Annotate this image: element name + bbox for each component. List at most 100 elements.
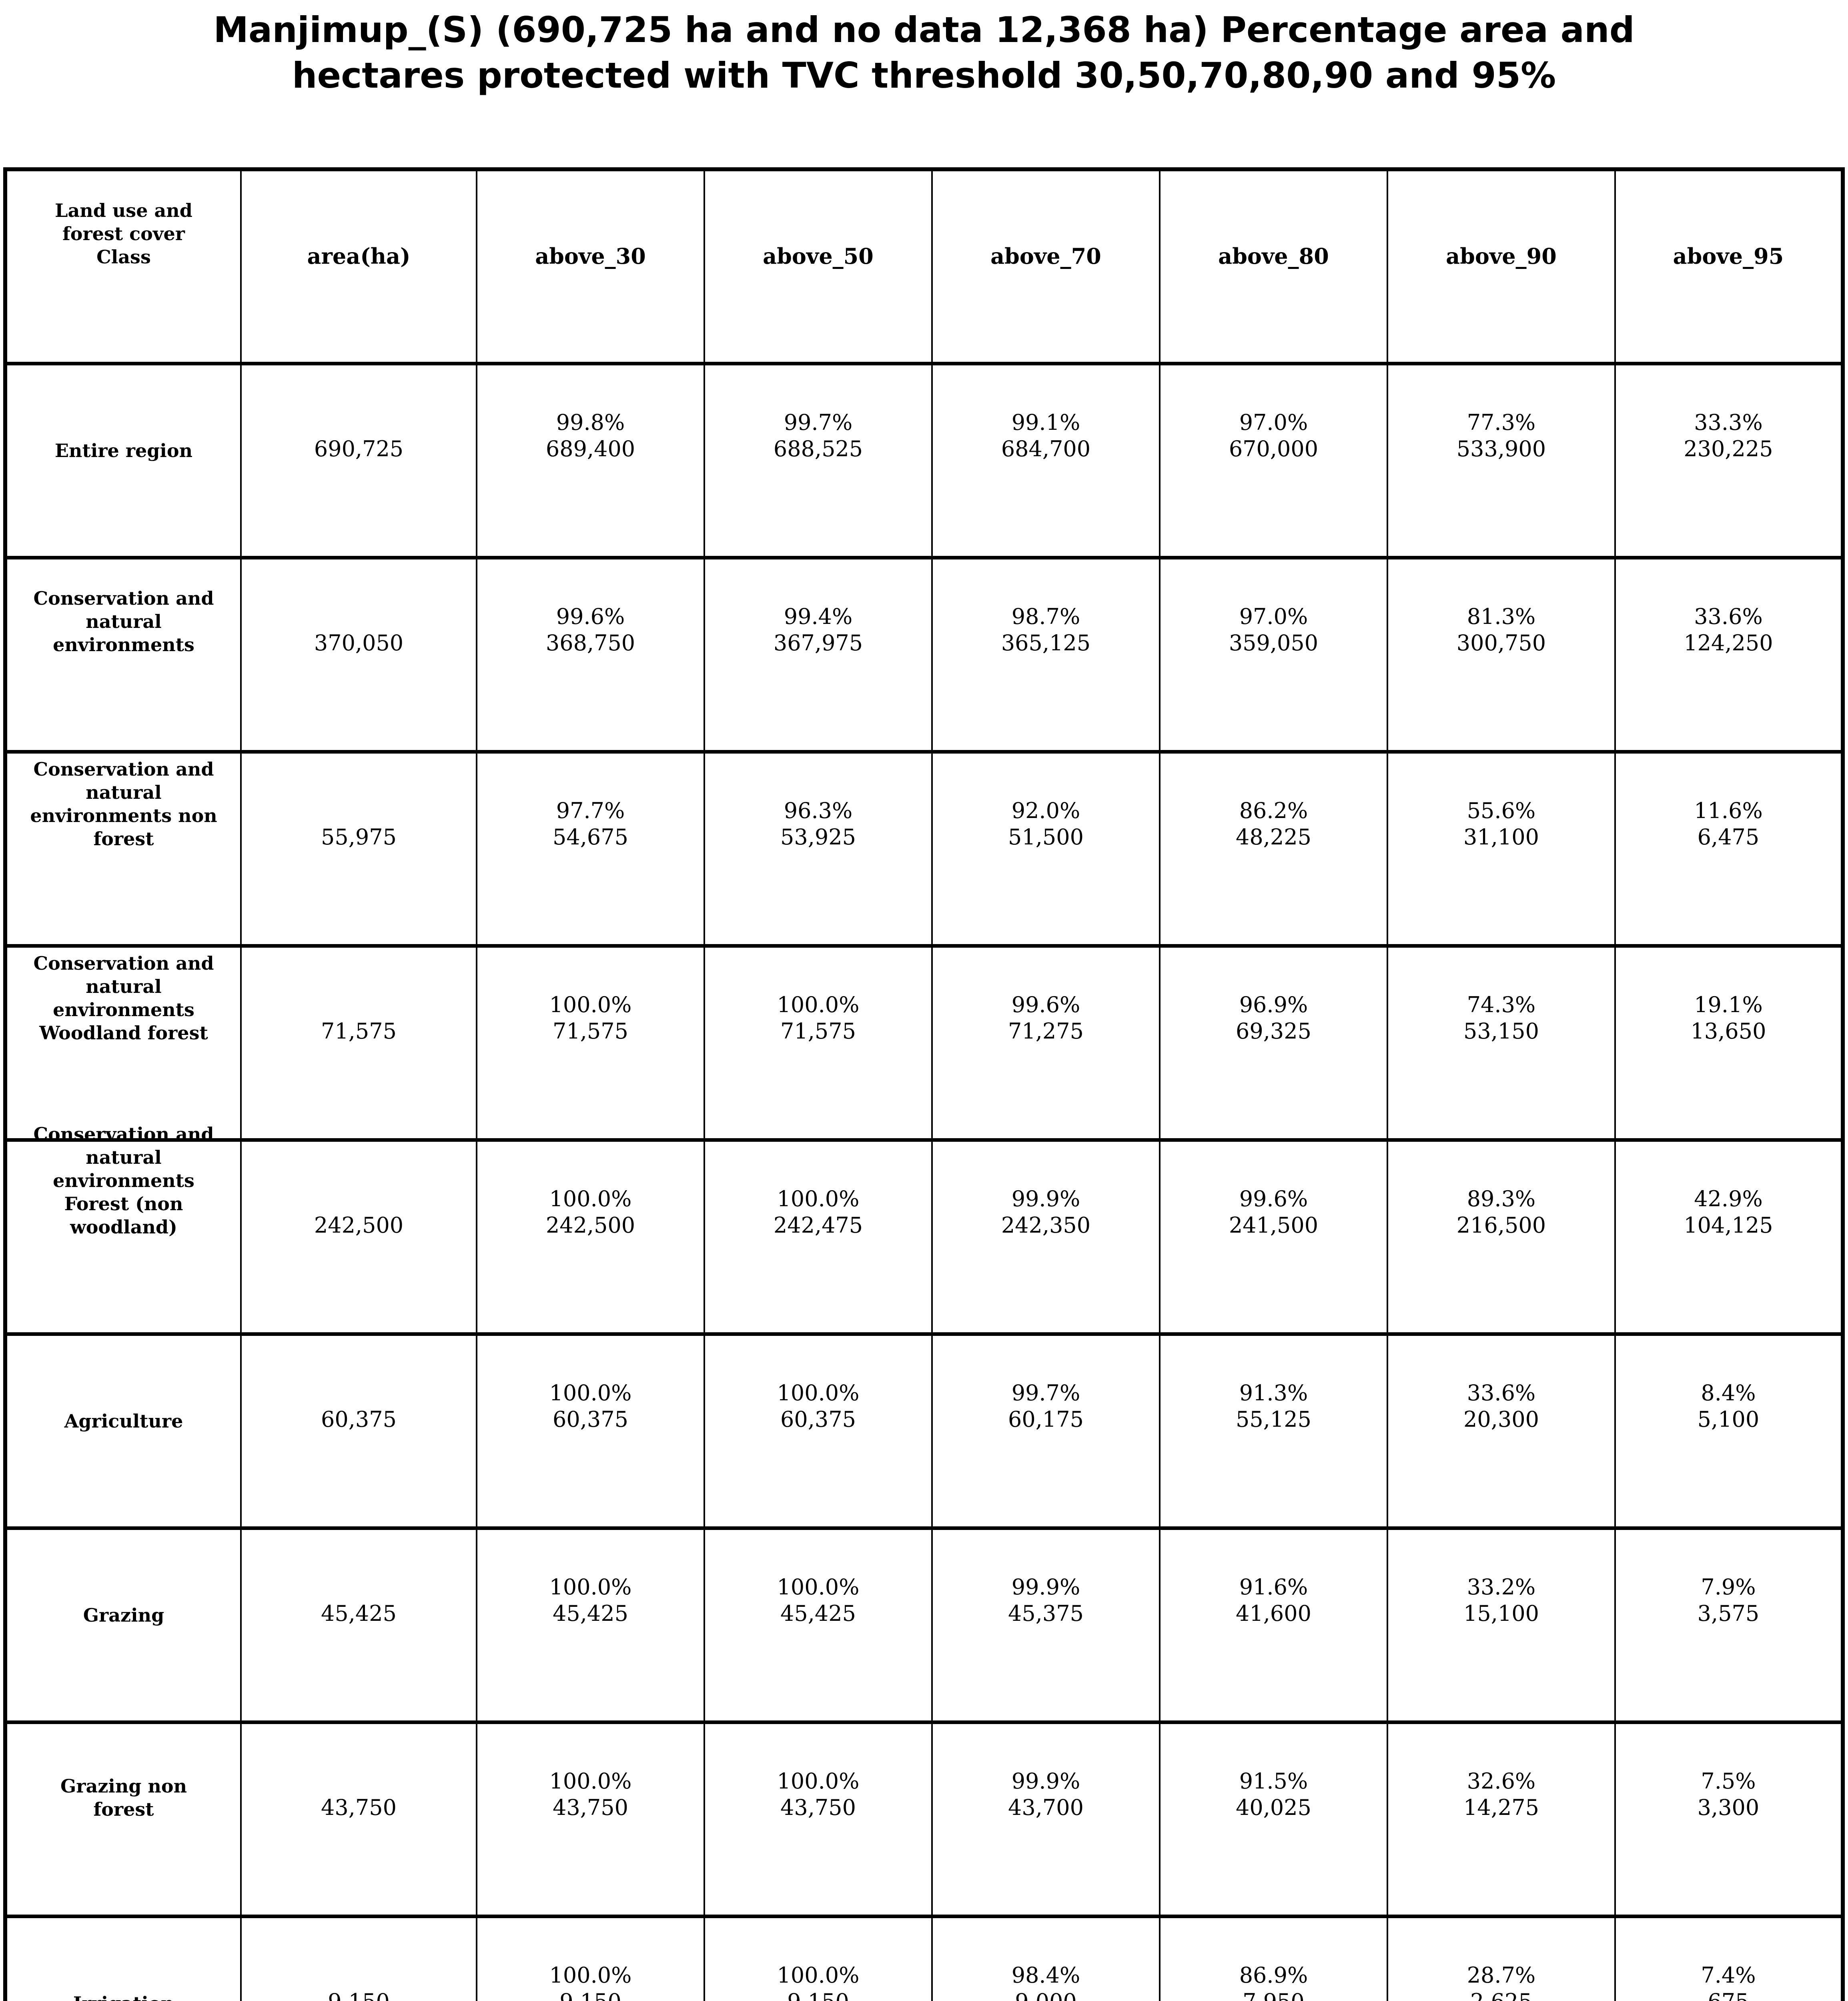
threshold-cell-2: 99.1% 684,700 bbox=[931, 361, 1161, 559]
threshold-cell-0-text: 97.7% 54,675 bbox=[553, 798, 628, 850]
area-cell-text: 242,500 bbox=[314, 1213, 404, 1238]
table-header-row: Land use and forest cover Class area(ha) a… bbox=[4, 167, 1844, 365]
column-header-7: above_95 bbox=[1614, 167, 1844, 365]
area-cell-text: 60,375 bbox=[321, 1407, 397, 1432]
table-row-8: Irrigation 9,150 100.0% 9,150 100.0% 9,150 9… bbox=[4, 1914, 1844, 2001]
threshold-cell-1: 100.0% 71,575 bbox=[704, 944, 933, 1142]
threshold-cell-1: 100.0% 60,375 bbox=[704, 1332, 933, 1530]
threshold-cell-5: 33.6% 124,250 bbox=[1614, 555, 1844, 754]
column-header-1: area(ha) bbox=[240, 167, 478, 365]
threshold-cell-3: 99.6% 241,500 bbox=[1159, 1138, 1388, 1336]
threshold-cell-2-text: 99.6% 71,275 bbox=[1008, 992, 1084, 1044]
tvc-threshold-table: Land use and forest cover Class area(ha) a… bbox=[3, 167, 1845, 2001]
threshold-cell-4-text: 74.3% 53,150 bbox=[1463, 992, 1539, 1044]
table-row-0: Entire region 690,725 99.8% 689,400 99.7% 6… bbox=[4, 361, 1844, 559]
row-label-text: Entire region bbox=[55, 440, 193, 462]
column-header-label: above_90 bbox=[1446, 243, 1557, 269]
threshold-cell-5-text: 8.4% 5,100 bbox=[1697, 1380, 1760, 1432]
threshold-cell-4: 32.6% 14,275 bbox=[1386, 1720, 1616, 1918]
threshold-cell-4-text: 33.2% 15,100 bbox=[1463, 1574, 1539, 1626]
threshold-cell-2: 99.9% 43,700 bbox=[931, 1720, 1161, 1918]
column-header-5: above_80 bbox=[1159, 167, 1388, 365]
area-cell-text: 9,150 bbox=[243, 1989, 475, 2001]
column-header-2: above_30 bbox=[476, 167, 706, 365]
column-header-label: above_70 bbox=[990, 243, 1101, 269]
threshold-cell-5: 33.3% 230,225 bbox=[1614, 361, 1844, 559]
column-header-label: Land use and forest cover Class bbox=[55, 199, 192, 268]
column-header-label: above_95 bbox=[1673, 243, 1784, 269]
threshold-cell-4-text: 28.7% 2,625 bbox=[1467, 1963, 1536, 2001]
threshold-cell-1-text: 100.0% 9,150 bbox=[777, 1963, 860, 2001]
threshold-cell-0: 100.0% 43,750 bbox=[476, 1720, 706, 1918]
row-label: Conservation and natural environments Wo… bbox=[4, 944, 242, 1142]
threshold-cell-1-text: 100.0% 242,475 bbox=[773, 1186, 863, 1238]
threshold-cell-4: 33.6% 20,300 bbox=[1386, 1332, 1616, 1530]
threshold-cell-1: 99.4% 367,975 bbox=[704, 555, 933, 754]
threshold-cell-5-text: 11.6% 6,475 bbox=[1694, 798, 1763, 850]
threshold-cell-0: 100.0% 242,500 bbox=[476, 1138, 706, 1336]
threshold-cell-5: 7.9% 3,575 bbox=[1614, 1526, 1844, 1724]
threshold-cell-4-text: 33.6% 20,300 bbox=[1463, 1380, 1539, 1432]
threshold-cell-2-text: 99.7% 60,175 bbox=[1008, 1380, 1084, 1432]
threshold-cell-0-text: 99.8% 689,400 bbox=[545, 410, 635, 462]
threshold-cell-2: 98.7% 365,125 bbox=[931, 555, 1161, 754]
row-label-text: Conservation and natural environments Fo… bbox=[33, 1123, 214, 1238]
threshold-cell-2: 99.9% 45,375 bbox=[931, 1526, 1161, 1724]
table-row-1: Conservation and natural environments 370… bbox=[4, 555, 1844, 754]
column-header-0: Land use and forest cover Class bbox=[4, 167, 242, 365]
threshold-cell-1-text: 100.0% 43,750 bbox=[777, 1768, 860, 1821]
threshold-cell-4-text: 77.3% 533,900 bbox=[1456, 410, 1546, 462]
threshold-cell-4-text: 81.3% 300,750 bbox=[1456, 604, 1546, 656]
area-cell: 55,975 bbox=[240, 750, 478, 948]
threshold-cell-3-text: 91.5% 40,025 bbox=[1236, 1768, 1311, 1821]
threshold-cell-1-text: 99.7% 688,525 bbox=[773, 410, 863, 462]
threshold-cell-1-text: 99.4% 367,975 bbox=[773, 604, 863, 656]
area-cell: 43,750 bbox=[240, 1720, 478, 1918]
threshold-cell-2-text: 99.1% 684,700 bbox=[1001, 410, 1091, 462]
threshold-cell-2-text: 99.9% 43,700 bbox=[1008, 1768, 1084, 1821]
threshold-cell-0-text: 100.0% 9,150 bbox=[549, 1963, 632, 2001]
page-title: Manjimup_(S) (690,725 ha and no data 12,… bbox=[213, 9, 1635, 96]
threshold-cell-1: 99.7% 688,525 bbox=[704, 361, 933, 559]
row-label-text: Grazing bbox=[83, 1604, 164, 1626]
row-label: Agriculture bbox=[4, 1332, 242, 1530]
threshold-cell-3: 91.3% 55,125 bbox=[1159, 1332, 1388, 1530]
table-row-5: Agriculture 60,375 100.0% 60,375 100.0% 60,… bbox=[4, 1332, 1844, 1530]
threshold-cell-5-text: 7.4% 675 bbox=[1701, 1963, 1756, 2001]
threshold-cell-0-text: 100.0% 71,575 bbox=[549, 992, 632, 1044]
threshold-cell-3: 91.6% 41,600 bbox=[1159, 1526, 1388, 1724]
threshold-cell-4: 55.6% 31,100 bbox=[1386, 750, 1616, 948]
column-header-6: above_90 bbox=[1386, 167, 1616, 365]
threshold-cell-0-text: 100.0% 45,425 bbox=[549, 1574, 632, 1626]
threshold-cell-0: 97.7% 54,675 bbox=[476, 750, 706, 948]
table-row-6: Grazing 45,425 100.0% 45,425 100.0% 45,425 9… bbox=[4, 1526, 1844, 1724]
area-cell: 690,725 bbox=[240, 361, 478, 559]
area-cell-text: 55,975 bbox=[321, 824, 397, 850]
threshold-cell-2-text: 92.0% 51,500 bbox=[1008, 798, 1084, 850]
area-cell: 45,425 bbox=[240, 1526, 478, 1724]
threshold-cell-0: 100.0% 45,425 bbox=[476, 1526, 706, 1724]
threshold-cell-5-text: 7.9% 3,575 bbox=[1697, 1574, 1760, 1626]
threshold-cell-5: 11.6% 6,475 bbox=[1614, 750, 1844, 948]
threshold-cell-0: 100.0% 60,375 bbox=[476, 1332, 706, 1530]
threshold-cell-4: 89.3% 216,500 bbox=[1386, 1138, 1616, 1336]
threshold-cell-1-text: 100.0% 60,375 bbox=[777, 1380, 860, 1432]
threshold-cell-5-text: 33.6% 124,250 bbox=[1684, 604, 1773, 656]
threshold-cell-0-text: 100.0% 43,750 bbox=[549, 1768, 632, 1821]
column-header-3: above_50 bbox=[704, 167, 933, 365]
threshold-cell-2: 99.7% 60,175 bbox=[931, 1332, 1161, 1530]
threshold-cell-4-text: 32.6% 14,275 bbox=[1463, 1768, 1539, 1821]
threshold-cell-2: 99.9% 242,350 bbox=[931, 1138, 1161, 1336]
threshold-cell-2-text: 99.9% 45,375 bbox=[1008, 1574, 1084, 1626]
threshold-cell-3-text: 86.2% 48,225 bbox=[1236, 798, 1311, 850]
threshold-cell-3: 86.2% 48,225 bbox=[1159, 750, 1388, 948]
row-label-text: Agriculture bbox=[64, 1410, 183, 1432]
threshold-cell-3: 96.9% 69,325 bbox=[1159, 944, 1388, 1142]
threshold-cell-2: 99.6% 71,275 bbox=[931, 944, 1161, 1142]
row-label: Grazing non forest bbox=[4, 1720, 242, 1918]
threshold-cell-0-text: 100.0% 242,500 bbox=[545, 1186, 635, 1238]
threshold-cell-2-text: 98.7% 365,125 bbox=[1001, 604, 1091, 656]
threshold-cell-4: 28.7% 2,625 bbox=[1386, 1914, 1616, 2001]
area-cell-text: 43,750 bbox=[321, 1795, 397, 1821]
row-label: Conservation and natural environments bbox=[4, 555, 242, 754]
